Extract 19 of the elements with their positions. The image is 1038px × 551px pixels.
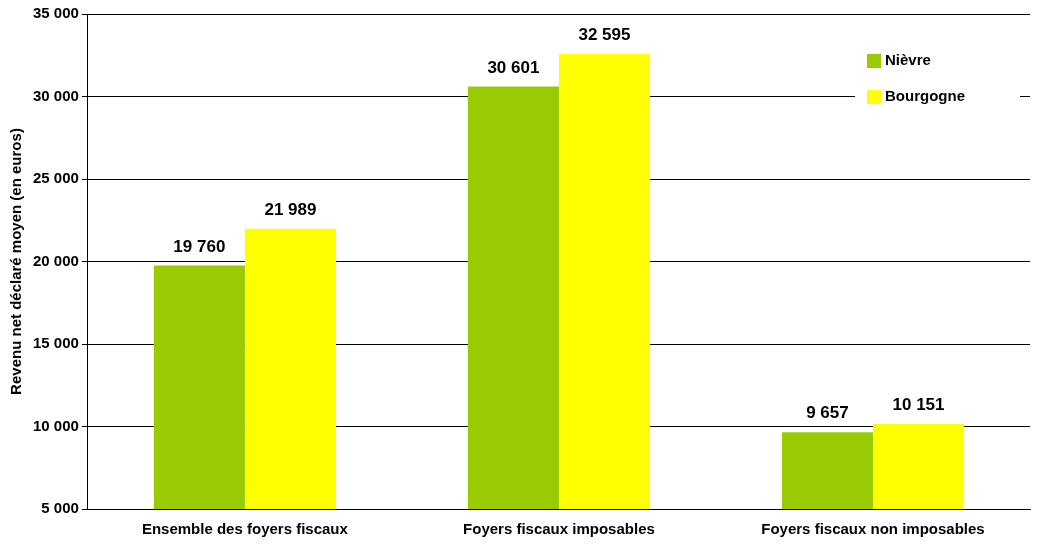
y-tick-label: 25 000 <box>32 169 79 187</box>
y-tick-label: 20 000 <box>32 251 79 269</box>
data-label: 32 595 <box>578 24 631 44</box>
y-tick-label: 35 000 <box>32 4 79 22</box>
data-label: 21 989 <box>264 199 317 219</box>
x-tick-label: Ensemble des foyers fiscaux <box>141 520 349 538</box>
data-label: 9 657 <box>806 403 849 423</box>
data-label: 10 151 <box>892 395 945 415</box>
data-label: 30 601 <box>487 57 540 77</box>
y-tick-label: 15 000 <box>32 334 79 352</box>
legend-label: Nièvre <box>885 51 931 69</box>
legend-label: Bourgogne <box>885 87 965 105</box>
y-tick-label: 10 000 <box>32 416 79 434</box>
y-tick-label: 30 000 <box>32 86 79 104</box>
x-tick-label: Foyers fiscaux imposables <box>463 520 655 538</box>
x-tick-label: Foyers fiscaux non imposables <box>761 520 985 538</box>
y-axis-title: Revenu net déclaré moyen (en euros) <box>7 128 25 395</box>
y-tick-label: 5 000 <box>41 499 79 517</box>
data-label: 19 760 <box>173 236 226 256</box>
